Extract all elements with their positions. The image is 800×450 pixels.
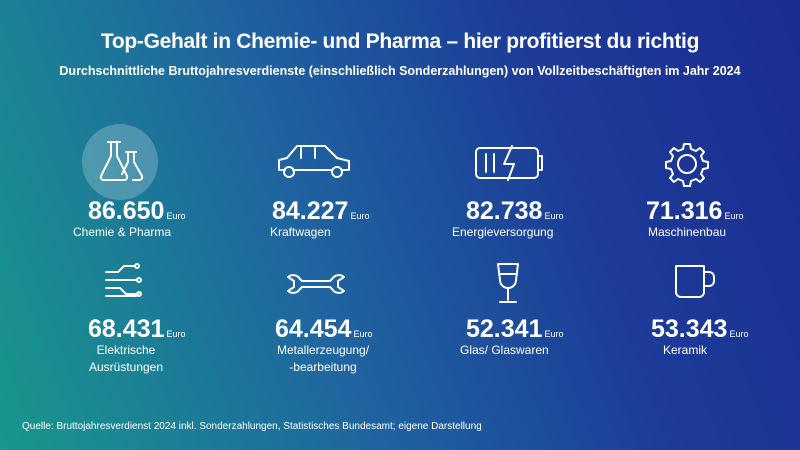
- chemistry-icon: [82, 124, 158, 200]
- value: 86.650: [88, 197, 165, 225]
- circuit-icon: [105, 263, 142, 297]
- stat: 84.227 Euro Kraftwagen: [270, 197, 442, 241]
- label: Chemie & Pharma: [73, 225, 172, 239]
- unit: Euro: [544, 211, 564, 221]
- label: Elektrische: [96, 343, 156, 357]
- unit: Euro: [166, 211, 186, 221]
- value: 52.341: [466, 315, 543, 343]
- label: -bearbeitung: [289, 360, 357, 374]
- label: Keramik: [663, 343, 708, 357]
- unit: Euro: [724, 211, 744, 221]
- mug-icon: [675, 265, 715, 298]
- glass-icon: [497, 263, 519, 303]
- stat: 82.738 Euro Energieversorgung: [452, 197, 636, 241]
- stat: 52.341 Euro Glas/ Glaswaren: [460, 315, 636, 359]
- label: Metallerzeugung/: [276, 343, 370, 357]
- unit: Euro: [166, 329, 186, 339]
- source: Quelle: Bruttojahresverdienst 2024 inkl.…: [22, 421, 482, 432]
- unit: Euro: [544, 329, 564, 339]
- label: Maschinenbau: [648, 225, 727, 239]
- stat: 53.343 Euro Keramik: [651, 315, 800, 359]
- value: 84.227: [272, 197, 349, 225]
- label: Ausrüstungen: [88, 360, 164, 374]
- subtitle: Durchschnittliche Bruttojahresverdienste…: [59, 64, 741, 78]
- stat: 64.454 Euro Metallerzeugung/ -bearbeitung: [275, 315, 445, 376]
- value: 71.316: [646, 197, 723, 225]
- value: 53.343: [651, 315, 728, 343]
- stat: 71.316 Euro Maschinenbau: [646, 197, 800, 241]
- stat: 86.650 Euro Chemie & Pharma: [73, 197, 258, 241]
- car-icon: [278, 145, 350, 178]
- unit: Euro: [353, 329, 373, 339]
- label: Kraftwagen: [270, 225, 331, 239]
- battery-icon: [475, 145, 543, 181]
- wrench-icon: [287, 274, 345, 294]
- label: Glas/ Glaswaren: [460, 343, 549, 357]
- label: Energieversorgung: [452, 225, 554, 239]
- title: Top-Gehalt in Chemie- und Pharma – hier …: [100, 30, 700, 53]
- stat: 68.431 Euro Elektrische Ausrüstungen: [88, 315, 258, 376]
- value: 82.738: [466, 197, 543, 225]
- unit: Euro: [729, 329, 749, 339]
- gear-icon: [665, 143, 709, 187]
- value: 64.454: [275, 315, 352, 343]
- unit: Euro: [350, 211, 370, 221]
- value: 68.431: [88, 315, 165, 343]
